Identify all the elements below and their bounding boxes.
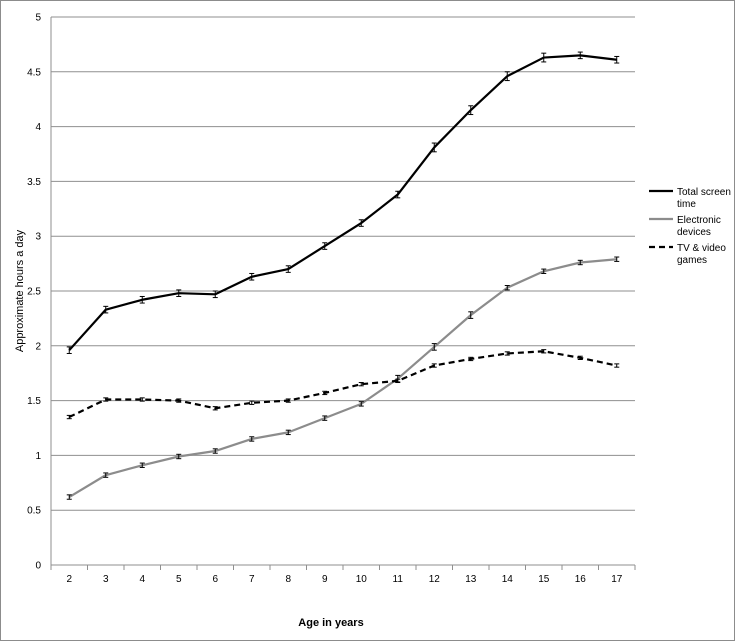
x-tick-label: 11 <box>393 574 404 585</box>
error-bar <box>358 382 364 387</box>
error-bar <box>66 494 72 500</box>
error-bar <box>614 256 620 262</box>
error-bar <box>395 190 401 199</box>
error-bar <box>468 356 474 362</box>
x-tick-label: 12 <box>429 574 441 585</box>
error-bar <box>103 472 109 478</box>
x-axis-title: Age in years <box>298 617 363 629</box>
y-tick-label: 4 <box>35 122 41 133</box>
error-bar <box>577 259 583 266</box>
y-tick-label: 0.5 <box>27 506 41 517</box>
x-axis-ticks: 2 3 4 5 6 7 8 9 10 11 12 13 14 15 16 17 <box>50 565 636 585</box>
error-bar <box>249 436 255 442</box>
error-bar <box>431 363 437 368</box>
error-bar <box>541 268 547 274</box>
axes <box>50 17 635 566</box>
error-bar <box>249 400 255 405</box>
y-tick-label: 2 <box>35 341 41 352</box>
error-bar <box>285 398 291 403</box>
error-bar <box>103 305 109 314</box>
error-bar <box>176 398 182 403</box>
error-bar <box>468 105 474 116</box>
legend-label: Total screen <box>677 187 731 198</box>
x-tick-label: 2 <box>66 574 72 585</box>
error-bar <box>358 219 364 227</box>
error-bar <box>66 414 72 420</box>
series-line <box>68 54 617 351</box>
x-tick-label: 5 <box>176 574 182 585</box>
error-bar <box>285 265 291 273</box>
error-bar <box>249 272 255 281</box>
x-tick-label: 8 <box>285 574 291 585</box>
series-1 <box>66 51 620 354</box>
series-2 <box>66 256 620 500</box>
x-tick-label: 16 <box>575 574 587 585</box>
error-bar <box>395 378 401 384</box>
error-bar <box>577 355 583 360</box>
y-axis-title: Approximate hours a day <box>14 229 26 352</box>
y-tick-label: 0 <box>35 561 41 572</box>
x-tick-label: 10 <box>356 574 368 585</box>
error-bar <box>431 142 437 153</box>
series-line <box>68 258 617 498</box>
error-bar <box>322 415 328 421</box>
error-bar <box>614 55 620 64</box>
legend-label: devices <box>677 227 711 238</box>
error-bar <box>66 346 72 354</box>
y-tick-label: 5 <box>35 13 41 24</box>
error-bar <box>358 401 364 407</box>
error-bar <box>212 406 218 411</box>
x-tick-label: 3 <box>103 574 109 585</box>
x-tick-label: 7 <box>249 574 255 585</box>
series-line <box>68 350 617 419</box>
x-tick-label: 14 <box>502 574 514 585</box>
series-3 <box>66 349 620 420</box>
x-tick-label: 13 <box>465 574 477 585</box>
legend-label: time <box>677 199 696 210</box>
error-bar <box>176 289 182 297</box>
error-bar <box>431 343 437 351</box>
y-tick-label: 3.5 <box>27 177 41 188</box>
y-tick-label: 4.5 <box>27 67 41 78</box>
y-tick-label: 3 <box>35 232 41 243</box>
x-tick-label: 17 <box>611 574 623 585</box>
gridlines <box>51 16 635 511</box>
y-tick-label: 2.5 <box>27 287 41 298</box>
error-bar <box>541 52 547 63</box>
y-tick-label: 1 <box>35 451 41 462</box>
error-bar <box>504 71 510 82</box>
error-bar <box>139 295 145 304</box>
error-bar <box>468 311 474 319</box>
series-group <box>66 51 620 500</box>
error-bar <box>322 242 328 250</box>
error-bar <box>103 397 109 402</box>
error-bar <box>285 429 291 436</box>
x-tick-label: 9 <box>322 574 328 585</box>
legend-label: games <box>677 255 707 266</box>
error-bar <box>139 462 145 468</box>
legend-label: TV & video <box>677 243 726 254</box>
error-bar <box>614 363 620 368</box>
x-tick-label: 6 <box>212 574 218 585</box>
error-bar <box>541 349 547 354</box>
y-tick-label: 1.5 <box>27 396 41 407</box>
error-bar <box>504 351 510 356</box>
error-bar <box>212 448 218 454</box>
error-bar <box>212 290 218 299</box>
error-bar <box>577 51 583 60</box>
x-tick-label: 4 <box>139 574 145 585</box>
x-tick-label: 15 <box>538 574 550 585</box>
error-bar <box>139 397 145 402</box>
error-bar <box>176 453 182 460</box>
error-bar <box>504 285 510 291</box>
legend-label: Electronic <box>677 215 721 226</box>
error-bar <box>322 390 328 396</box>
y-axis-ticks: 0 0.5 1 1.5 2 2.5 3 3.5 4 4.5 5 <box>27 13 41 572</box>
